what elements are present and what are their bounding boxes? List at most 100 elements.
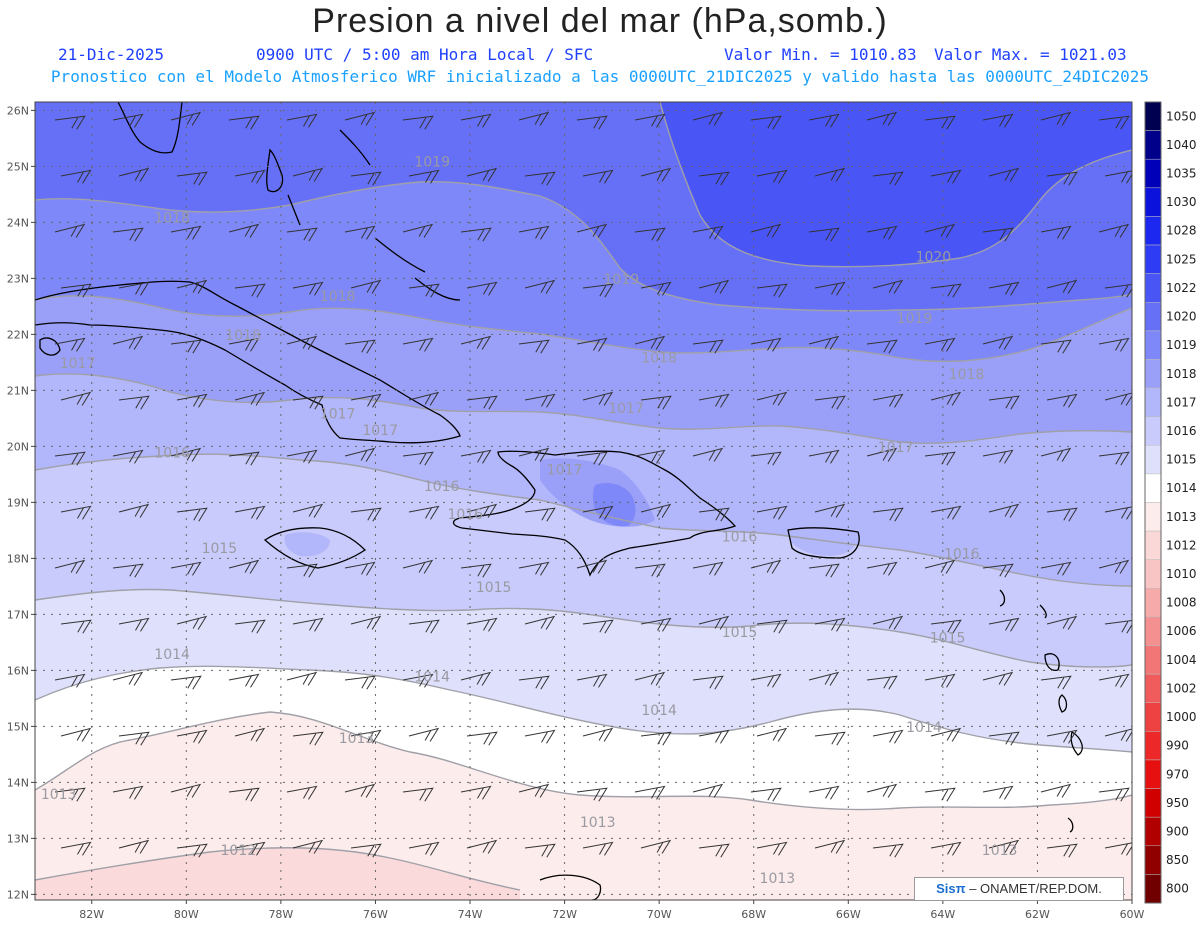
wind-barb [582, 283, 614, 298]
colorbar-swatch [1144, 759, 1162, 789]
wind-barb [228, 787, 260, 802]
wind-barb [350, 507, 382, 522]
colorbar-label: 1014 [1166, 481, 1197, 495]
isobar-label: 1017 [878, 440, 914, 456]
wind-barb [924, 787, 956, 802]
wind-barb [408, 619, 440, 634]
wind-barb [988, 503, 1020, 518]
lon-label: 62W [1025, 908, 1050, 921]
isobar-label: 1018 [949, 367, 985, 383]
colorbar-swatch [1144, 502, 1162, 532]
colorbar-swatch [1144, 302, 1162, 332]
wind-barb [1104, 506, 1132, 520]
wind-barb [924, 559, 956, 574]
wind-barb [60, 505, 92, 520]
wind-barb [1104, 620, 1132, 634]
wind-barb [982, 671, 1014, 686]
wind-barb [176, 171, 208, 186]
wind-barb [524, 279, 556, 294]
lat-label: 26N [7, 104, 29, 117]
wind-barb [866, 561, 898, 576]
colorbar-swatch [1144, 845, 1162, 875]
wind-barb [408, 391, 440, 406]
wind-barb [118, 503, 150, 518]
wind-barb [518, 561, 550, 576]
wind-barb [170, 561, 202, 576]
wind-barb [344, 225, 376, 240]
wind-barb [234, 619, 266, 634]
wind-barb [408, 283, 440, 298]
wind-barb [350, 171, 382, 186]
isobar-label: 1015 [722, 625, 758, 641]
wind-barb [814, 617, 846, 632]
wind-barb [460, 227, 492, 242]
isobar-label: 1016 [944, 546, 980, 562]
wind-barb [118, 731, 150, 746]
colorbar-swatch [1144, 273, 1162, 303]
colorbar-swatch [1144, 445, 1162, 475]
wind-barb [634, 671, 666, 686]
wind-barb [176, 729, 208, 744]
wind-barb [524, 615, 556, 630]
colorbar-swatch [1144, 559, 1162, 589]
wind-barb [582, 841, 614, 856]
isobar-label: 1019 [897, 311, 933, 327]
wind-barb [234, 391, 266, 406]
colorbar-label: 900 [1166, 824, 1189, 838]
wind-barb [634, 227, 666, 242]
colorbar-label: 1030 [1166, 195, 1197, 209]
wind-barb [924, 451, 956, 466]
wind-barb [234, 727, 266, 742]
wind-barb [344, 111, 376, 126]
wind-barb [814, 839, 846, 854]
wind-barb [582, 727, 614, 742]
wind-barb [292, 617, 324, 632]
wind-barb [698, 393, 730, 408]
wind-barb [1098, 673, 1130, 688]
wind-barb [466, 395, 498, 410]
isobar-label: 1018 [320, 289, 356, 305]
wind-barb [518, 111, 550, 126]
wind-barb [872, 171, 904, 186]
lat-label: 15N [7, 720, 29, 733]
wind-barb [1098, 115, 1130, 130]
colorbar-swatch [1144, 473, 1162, 503]
wind-barb [292, 167, 324, 182]
wind-barb [228, 673, 260, 688]
wind-barb [460, 563, 492, 578]
wind-barb [1040, 225, 1072, 240]
wind-barb [924, 115, 956, 130]
wind-barb [808, 113, 840, 128]
wind-barb [54, 787, 86, 802]
lon-label: 80W [174, 908, 199, 921]
wind-barb [692, 225, 724, 240]
wind-barb [292, 503, 324, 518]
colorbar-label: 990 [1166, 739, 1189, 753]
wind-barb [286, 563, 318, 578]
wind-barb [1040, 561, 1072, 576]
wind-barb [1098, 337, 1130, 352]
wind-barb [756, 841, 788, 856]
colorbar-label: 1004 [1166, 653, 1197, 667]
chart-title: Presion a nivel del mar (hPa,somb.) [312, 2, 888, 40]
colorbar-label: 970 [1166, 767, 1189, 781]
wind-barb [524, 507, 556, 522]
colorbar-swatch [1144, 874, 1162, 904]
colorbar-swatch [1144, 330, 1162, 360]
colorbar-swatch [1144, 130, 1162, 160]
wind-barb [176, 843, 208, 858]
wind-barb [988, 617, 1020, 632]
wind-barb [292, 731, 324, 746]
wind-barb [1098, 223, 1130, 238]
wind-barb [234, 283, 266, 298]
wind-barb [1040, 675, 1072, 690]
wind-barb [750, 559, 782, 574]
wind-barb [1046, 171, 1078, 186]
wind-barb [866, 447, 898, 462]
wind-barb [582, 619, 614, 634]
wind-barb [930, 391, 962, 406]
wind-barb [988, 395, 1020, 410]
wind-barb [750, 223, 782, 238]
forecast-time-info: 0900 UTC / 5:00 am Hora Local / SFC [256, 45, 594, 64]
